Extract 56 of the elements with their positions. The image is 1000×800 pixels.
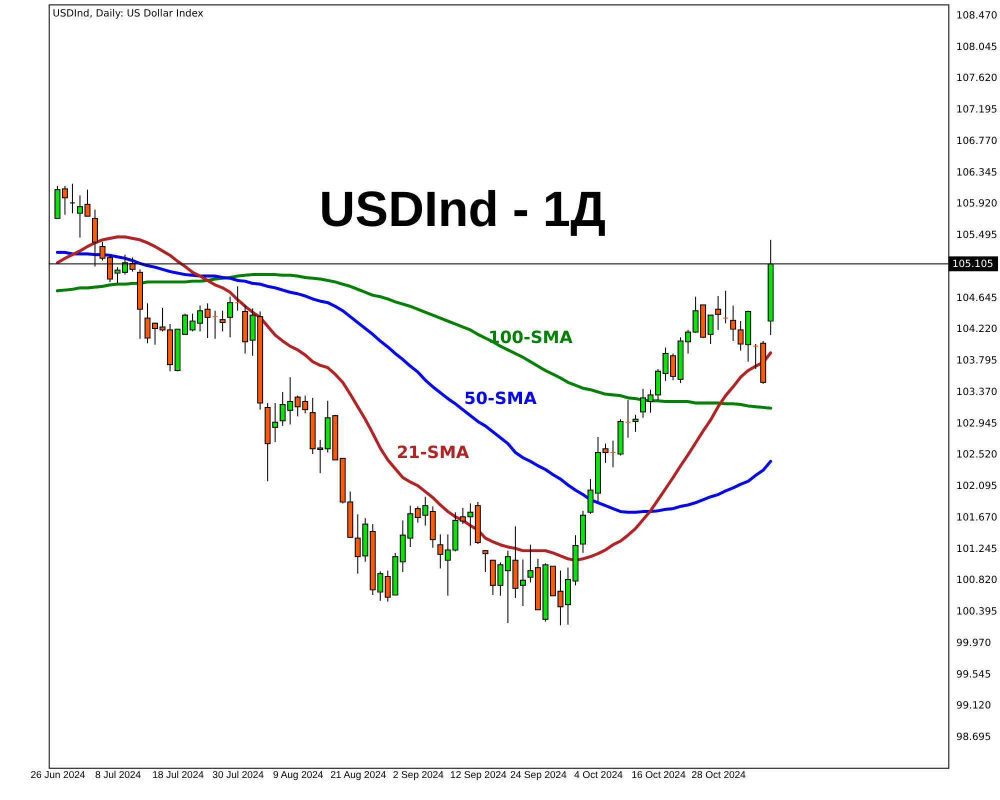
y-tick-label: 98.695: [956, 732, 992, 744]
y-tick-label: 101.670: [956, 512, 998, 524]
x-tick-label: 9 Aug 2024: [273, 770, 324, 782]
y-tick-label: 108.470: [956, 10, 998, 22]
y-tick-label: 100.395: [956, 606, 998, 618]
candlestick: [234, 286, 241, 312]
x-tick-label: 24 Sep 2024: [510, 770, 568, 782]
candlestick: [69, 183, 76, 214]
x-tick-label: 26 Jun 2024: [30, 770, 86, 782]
y-tick-label: 99.970: [956, 638, 992, 649]
x-tick-label: 2 Sep 2024: [392, 770, 444, 782]
y-tick-label: 102.945: [956, 418, 998, 430]
x-tick-label: 30 Jul 2024: [212, 770, 264, 782]
y-tick-label: 102.520: [956, 450, 998, 461]
candlestick: [610, 440, 616, 468]
series-label: 50-SMA: [464, 388, 537, 408]
x-tick-label: 12 Sep 2024: [450, 770, 508, 782]
candlestick: [227, 296, 234, 338]
y-tick-label: 105.920: [956, 198, 998, 210]
y-tick-label: 106.345: [956, 167, 998, 178]
candlestick: [625, 400, 631, 438]
y-tick-label: 104.220: [956, 324, 998, 336]
candlestick: [212, 310, 218, 340]
x-tick-label: 8 Jul 2024: [95, 770, 142, 782]
line-series: [56, 235, 772, 562]
candlestick: [722, 290, 729, 324]
x-tick-label: 4 Oct 2024: [574, 770, 624, 782]
y-tick-label: 103.795: [956, 356, 998, 367]
candlestick: [730, 305, 736, 342]
y-tick-label: 100.820: [956, 575, 998, 586]
candlestick: [377, 570, 384, 602]
ref-line-label: 105.105: [952, 258, 994, 270]
y-tick-label: 105.495: [956, 230, 998, 242]
y-tick-label: 99.120: [956, 700, 992, 712]
series-label: 100-SMA: [488, 326, 573, 347]
y-tick-label: 106.770: [956, 136, 998, 147]
x-tick-label: 18 Jul 2024: [152, 770, 204, 782]
y-tick-label: 107.195: [956, 104, 998, 116]
x-tick-label: 16 Oct 2024: [631, 770, 686, 782]
text: USDInd - 1Д: [319, 180, 606, 237]
y-tick-label: 108.045: [956, 42, 998, 53]
y-tick-label: 101.245: [956, 544, 998, 555]
candlestick: [482, 549, 488, 573]
candlestick: [752, 343, 759, 370]
series-label: 21-SMA: [396, 442, 470, 462]
candlestick: [354, 514, 361, 574]
y-tick-label: 102.095: [956, 481, 998, 492]
y-tick-label: 103.370: [956, 386, 998, 398]
y-tick-label: 99.545: [956, 669, 992, 680]
x-tick-label: 21 Aug 2024: [330, 770, 387, 782]
chart-subtitle: USDInd, Daily: US Dollar Index: [52, 8, 204, 20]
y-tick-label: 104.645: [956, 292, 998, 304]
candlestick: [220, 310, 226, 332]
y-tick-label: 107.620: [956, 73, 998, 84]
x-tick-label: 28 Oct 2024: [692, 770, 746, 782]
candlestick: [632, 414, 639, 432]
